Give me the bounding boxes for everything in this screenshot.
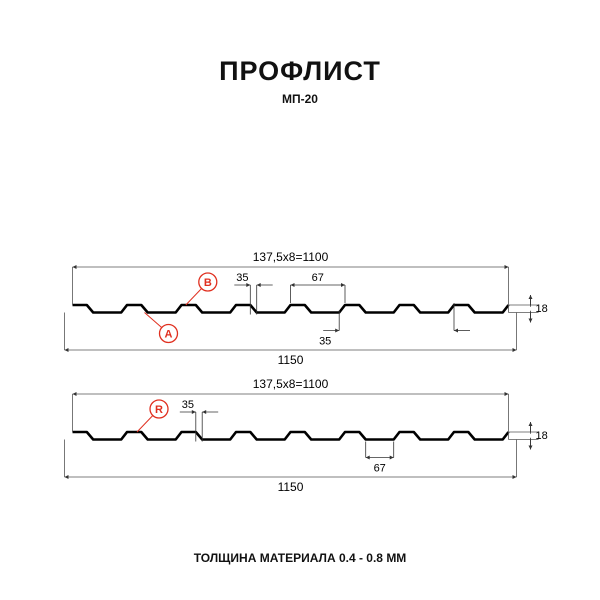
svg-text:R: R bbox=[155, 404, 163, 416]
svg-text:35: 35 bbox=[182, 399, 194, 411]
svg-text:1150: 1150 bbox=[278, 480, 304, 494]
svg-text:18: 18 bbox=[536, 430, 548, 442]
svg-text:67: 67 bbox=[374, 463, 386, 475]
svg-text:137,5x8=1100: 137,5x8=1100 bbox=[253, 377, 329, 391]
